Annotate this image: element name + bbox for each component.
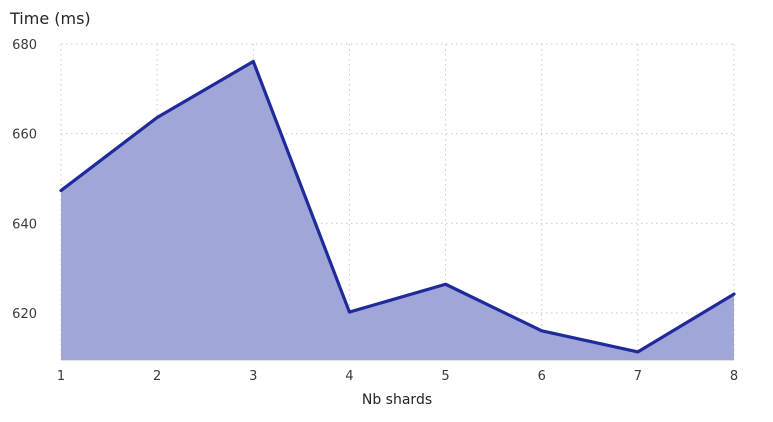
x-tick-label: 2: [153, 369, 161, 384]
x-tick-label: 1: [57, 369, 65, 384]
x-tick-label: 8: [730, 369, 738, 384]
y-tick-label: 660: [12, 128, 37, 143]
y-tick-label: 680: [12, 38, 37, 53]
y-axis-ticks: 620 640 660 680: [12, 38, 37, 322]
x-axis-title: Nb shards: [362, 392, 432, 408]
x-tick-label: 7: [634, 369, 642, 384]
x-axis-ticks: 1 2 3 4 5 6 7 8: [57, 369, 738, 384]
x-tick-label: 5: [441, 369, 449, 384]
x-tick-label: 4: [345, 369, 353, 384]
series-line-layer: [59, 59, 736, 354]
series-area-layer: [61, 61, 734, 360]
series-area: [61, 61, 734, 360]
x-tick-label: 3: [249, 369, 257, 384]
series-line: [59, 59, 736, 354]
y-tick-label: 640: [12, 217, 37, 232]
y-tick-label: 620: [12, 307, 37, 322]
y-axis-title: Time (ms): [9, 9, 91, 28]
x-tick-label: 6: [538, 369, 546, 384]
